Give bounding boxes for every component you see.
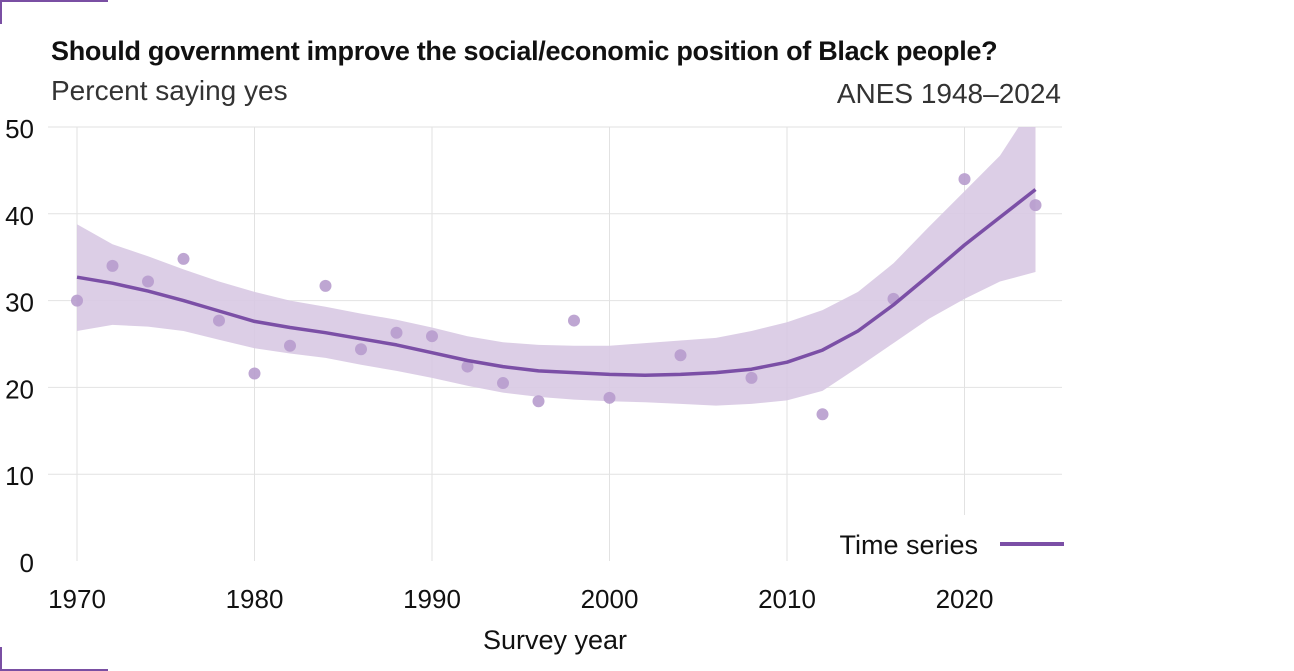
legend: Time series: [808, 515, 1078, 571]
data-point: [284, 339, 296, 352]
trend-line: [76, 188, 1037, 377]
y-tick-label: 50: [5, 114, 34, 144]
trend-line-group: [76, 188, 1037, 377]
data-point: [532, 395, 545, 408]
data-point: [355, 343, 367, 356]
points-group: [71, 173, 1042, 421]
confidence-band: [77, 127, 1036, 406]
x-tick-label: 2010: [758, 584, 816, 614]
data-point: [568, 314, 580, 327]
y-tick-label: 30: [5, 288, 34, 318]
confidence-band-group: [77, 127, 1036, 406]
data-point: [319, 279, 332, 292]
data-point: [958, 173, 971, 186]
x-tick-label: 1990: [403, 584, 461, 614]
data-point: [497, 377, 509, 390]
data-point: [106, 259, 119, 272]
chart-subtitle: Percent saying yes: [51, 75, 288, 106]
x-tick-label: 2020: [936, 584, 994, 614]
data-point: [745, 371, 758, 384]
data-point: [674, 349, 687, 362]
data-point: [248, 367, 261, 380]
data-point: [177, 252, 190, 265]
corner-decoration-bottom: [0, 647, 108, 671]
x-tick-label: 1980: [226, 584, 284, 614]
data-point: [213, 314, 225, 327]
data-point: [1029, 199, 1042, 212]
chart-title: Should government improve the social/eco…: [51, 36, 998, 66]
x-tick-label: 2000: [581, 584, 639, 614]
data-point: [71, 294, 83, 307]
data-point: [142, 275, 154, 288]
y-tick-label: 10: [5, 461, 34, 491]
data-point: [816, 408, 829, 421]
chart-source: ANES 1948–2024: [836, 78, 1061, 109]
y-tick-label: 20: [5, 374, 34, 404]
legend-label: Time series: [839, 530, 978, 560]
y-tick-label: 0: [20, 548, 34, 578]
corner-decoration-top: [0, 0, 108, 24]
data-point: [603, 391, 616, 404]
grid: [48, 126, 1062, 561]
x-tick-label: 1970: [48, 584, 106, 614]
data-point: [426, 330, 438, 343]
x-axis-label: Survey year: [483, 625, 627, 655]
axes: 0 10 20 30 40 50 1970 1980 1990 2000 2010 2020 Surve…: [5, 114, 993, 655]
data-point: [390, 326, 403, 339]
y-tick-label: 40: [5, 201, 34, 231]
data-point: [461, 360, 474, 373]
